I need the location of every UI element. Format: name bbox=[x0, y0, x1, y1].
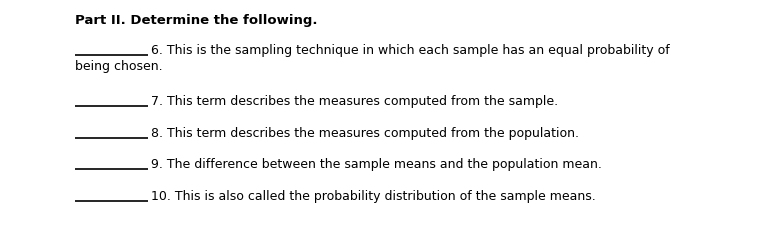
Text: 9. The difference between the sample means and the population mean.: 9. The difference between the sample mea… bbox=[151, 158, 602, 171]
Text: 10. This is also called the probability distribution of the sample means.: 10. This is also called the probability … bbox=[151, 190, 596, 203]
Text: 6. This is the sampling technique in which each sample has an equal probability : 6. This is the sampling technique in whi… bbox=[151, 44, 670, 57]
Text: Part II. Determine the following.: Part II. Determine the following. bbox=[75, 14, 318, 27]
Text: 8. This term describes the measures computed from the population.: 8. This term describes the measures comp… bbox=[151, 127, 579, 140]
Text: 7. This term describes the measures computed from the sample.: 7. This term describes the measures comp… bbox=[151, 95, 558, 108]
Text: being chosen.: being chosen. bbox=[75, 60, 162, 73]
